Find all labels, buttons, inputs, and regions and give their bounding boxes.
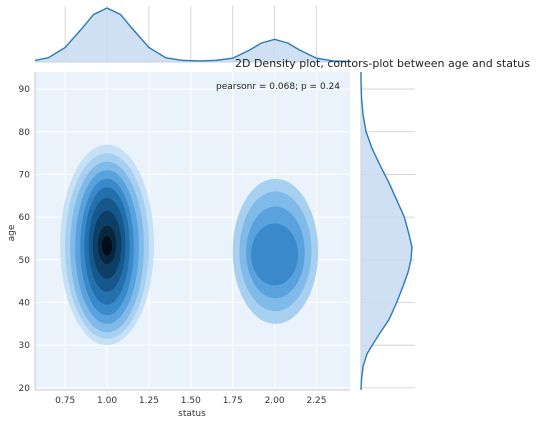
- contour-level: [251, 223, 299, 286]
- x-tick-label: 0.75: [55, 396, 75, 406]
- pearson-annotation: pearsonr = 0.068; p = 0.24: [216, 82, 340, 92]
- y-tick-label: 40: [19, 298, 31, 308]
- marginal-x-fill: [35, 8, 350, 62]
- x-tick-label: 2.00: [265, 396, 285, 406]
- chart-title: 2D Density plot, contors-plot between ag…: [235, 57, 530, 70]
- y-tick-label: 20: [19, 384, 31, 394]
- marginal-y-plot: [360, 72, 415, 391]
- x-tick-label: 1.75: [223, 396, 243, 406]
- x-tick-label: 1.00: [97, 396, 117, 406]
- marginal-y-curve: [360, 72, 413, 391]
- y-tick-label: 50: [19, 256, 31, 266]
- y-tick-label: 80: [19, 128, 31, 138]
- y-tick-label: 60: [19, 213, 31, 223]
- x-tick-label: 1.50: [181, 396, 201, 406]
- y-tick-label: 70: [19, 170, 31, 180]
- y-tick-labels: 20 30 40 50 60 70 80 90: [19, 85, 31, 394]
- marginal-y-fill: [361, 72, 412, 390]
- y-tick-label: 30: [19, 341, 31, 351]
- marginal-x-curve: [34, 7, 351, 63]
- joint-contours: [60, 144, 319, 346]
- y-tick-label: 90: [19, 85, 31, 95]
- x-tick-label: 1.25: [139, 396, 159, 406]
- marginal-x-plot: [34, 6, 351, 63]
- x-tick-labels: 0.75 1.00 1.25 1.50 1.75 2.00 2.25: [55, 396, 326, 406]
- x-tick-label: 2.25: [306, 396, 326, 406]
- y-axis-label: age: [7, 224, 17, 241]
- contour-level: [102, 236, 113, 256]
- x-axis-label: status: [178, 409, 206, 419]
